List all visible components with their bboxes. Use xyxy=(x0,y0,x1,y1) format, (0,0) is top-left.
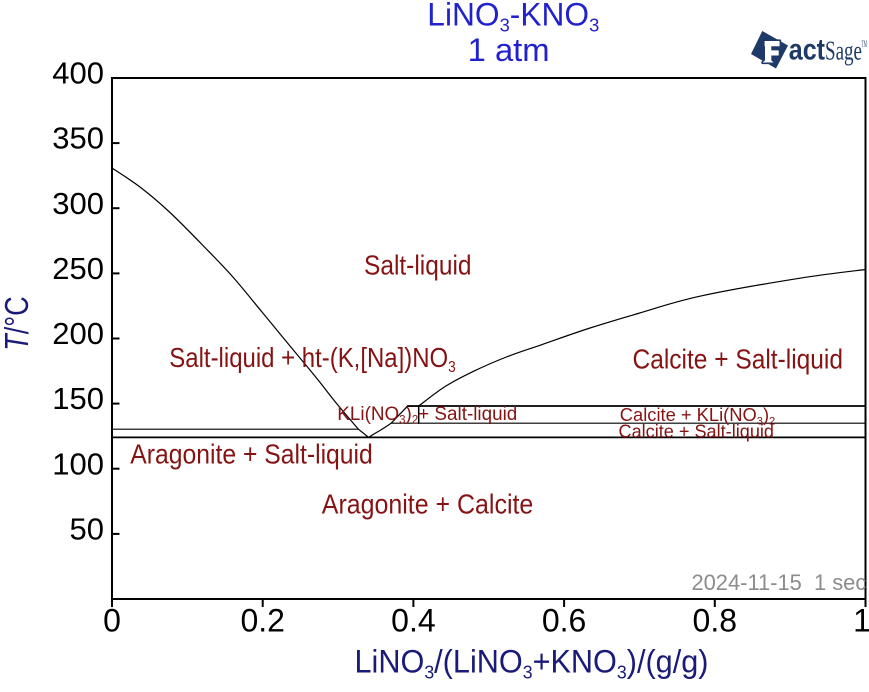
svg-text:1 atm: 1 atm xyxy=(468,32,550,68)
svg-text:0.2: 0.2 xyxy=(240,603,284,639)
svg-text:TM: TM xyxy=(862,39,867,49)
svg-text:250: 250 xyxy=(52,251,104,286)
svg-text:Calcite + KLi(NO3)2: Calcite + KLi(NO 3)2 xyxy=(620,405,776,428)
svg-text:200: 200 xyxy=(52,316,104,351)
svg-text:Aragonite + Calcite: Aragonite + Calcite xyxy=(322,488,534,519)
svg-text:Calcite + Salt-liquid: Calcite + Salt-liquid xyxy=(633,343,844,374)
svg-text:act: act xyxy=(789,34,825,67)
svg-text:Calcite + Salt-liquid: Calcite + Salt-liquid xyxy=(619,422,775,442)
svg-text:0.8: 0.8 xyxy=(693,603,737,639)
svg-text:LiNO3-KNO3: LiNO3-KNO3 xyxy=(427,0,599,35)
svg-text:2024-11-15 1 sec: 2024-11-15 1 sec xyxy=(691,570,866,595)
svg-text:KLi(NO3)2+ Salt-liquid: KLi(NO3)2+ Salt-liquid xyxy=(337,404,517,427)
svg-text:0.6: 0.6 xyxy=(542,603,586,639)
svg-text:300: 300 xyxy=(52,186,104,221)
svg-text:50: 50 xyxy=(70,512,104,547)
svg-text:Salt-liquid: Salt-liquid xyxy=(364,250,472,281)
svg-text:400: 400 xyxy=(52,56,104,91)
svg-text:T/°C: T/°C xyxy=(0,296,35,351)
svg-text:100: 100 xyxy=(52,446,104,481)
svg-text:LiNO3/(LiNO3+KNO3)/(g/g): LiNO3/(LiNO3+KNO3)/(g/g) xyxy=(355,644,709,683)
svg-text:150: 150 xyxy=(52,381,104,416)
svg-text:Aragonite + Salt-liquid: Aragonite + Salt-liquid xyxy=(130,439,372,470)
svg-text:Sage: Sage xyxy=(825,36,862,66)
svg-text:Salt-liquid + ht-(K,[Na])NO3: Salt-liquid + ht-(K,[Na])NO3 xyxy=(169,342,456,376)
svg-text:0: 0 xyxy=(103,603,121,639)
svg-text:1: 1 xyxy=(853,603,869,639)
svg-text:0.4: 0.4 xyxy=(391,603,435,639)
svg-text:350: 350 xyxy=(52,121,104,156)
